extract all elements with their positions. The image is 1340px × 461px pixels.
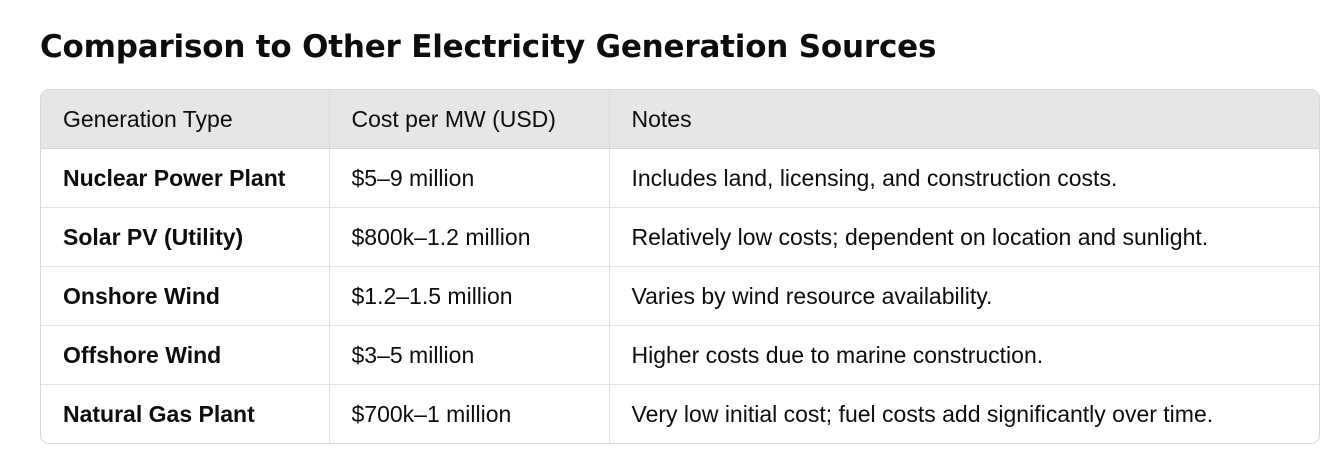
column-header-notes: Notes [609, 90, 1319, 149]
notes-cell: Higher costs due to marine construction. [609, 325, 1319, 385]
notes-cell: Varies by wind resource availability. [609, 266, 1319, 326]
cost-cell: $5–9 million [329, 148, 610, 208]
column-header-generation-type: Generation Type [41, 90, 330, 149]
generation-type-cell: Nuclear Power Plant [41, 148, 330, 208]
cost-cell: $700k–1 million [329, 384, 610, 443]
cost-cell: $1.2–1.5 million [329, 266, 610, 326]
comparison-table-container: Generation Type Cost per MW (USD) Notes … [40, 89, 1320, 444]
table-row: Offshore Wind $3–5 million Higher costs … [41, 325, 1319, 385]
notes-cell: Relatively low costs; dependent on locat… [609, 207, 1319, 267]
section-heading: Comparison to Other Electricity Generati… [40, 29, 937, 65]
table-header: Generation Type Cost per MW (USD) Notes [41, 90, 1319, 149]
column-header-cost: Cost per MW (USD) [329, 90, 610, 149]
table-row: Solar PV (Utility) $800k–1.2 million Rel… [41, 207, 1319, 267]
generation-type-cell: Offshore Wind [41, 325, 330, 385]
generation-type-cell: Onshore Wind [41, 266, 330, 326]
table-row: Natural Gas Plant $700k–1 million Very l… [41, 384, 1319, 443]
table-body: Nuclear Power Plant $5–9 million Include… [41, 148, 1319, 443]
notes-cell: Very low initial cost; fuel costs add si… [631, 400, 1214, 427]
table-row: Onshore Wind $1.2–1.5 million Varies by … [41, 266, 1319, 326]
generation-type-cell: Solar PV (Utility) [41, 207, 330, 267]
header-row: Generation Type Cost per MW (USD) Notes [41, 90, 1319, 149]
notes-cell: Includes land, licensing, and constructi… [609, 148, 1319, 208]
generation-type-cell: Natural Gas Plant [41, 384, 330, 443]
comparison-table: Generation Type Cost per MW (USD) Notes … [41, 90, 1319, 443]
cost-cell: $3–5 million [329, 325, 610, 385]
table-row: Nuclear Power Plant $5–9 million Include… [41, 148, 1319, 208]
cost-cell: $800k–1.2 million [329, 207, 610, 267]
